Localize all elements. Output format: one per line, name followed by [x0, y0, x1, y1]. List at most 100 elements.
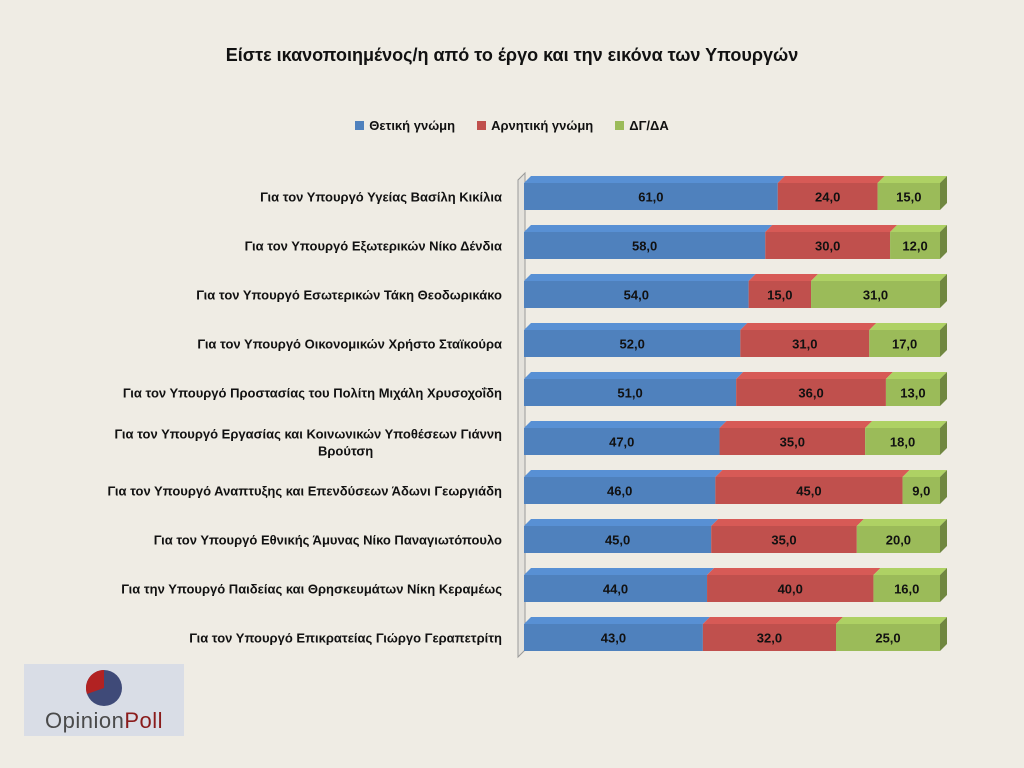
data-label: 35,0	[780, 435, 805, 450]
bar-segment	[524, 526, 712, 553]
data-label: 15,0	[896, 190, 921, 205]
bar-segment	[524, 428, 720, 455]
bar-segment	[524, 477, 716, 504]
data-label: 24,0	[815, 190, 840, 205]
bar-top-2	[836, 617, 947, 624]
logo-text-opinion: Opinion	[44, 708, 125, 733]
data-label: 13,0	[900, 386, 925, 401]
bar-segment	[715, 477, 903, 504]
bar-top-1	[736, 372, 893, 379]
bar-side	[940, 225, 947, 259]
bar-top-2	[885, 372, 947, 379]
legend: Θετική γνώμη Αρνητική γνώμη ΔΓ/ΔΑ	[0, 118, 1024, 133]
bar-segment	[524, 379, 737, 406]
bar-top-2	[869, 323, 947, 330]
data-label: 45,0	[605, 533, 630, 548]
data-label: 45,0	[796, 484, 821, 499]
category-label: Για τον Υπουργό Εσωτερικών Τάκη Θεοδωρικ…	[196, 288, 502, 303]
bar-top-1	[715, 470, 910, 477]
data-label: 43,0	[601, 631, 626, 646]
data-label: 40,0	[778, 582, 803, 597]
logo-text-poll: Poll	[124, 708, 164, 733]
data-label: 32,0	[757, 631, 782, 646]
category-label: Για την Υπουργό Παιδείας και Θρησκευμάτω…	[121, 582, 502, 597]
bar-segment	[524, 183, 778, 210]
bar-top-2	[877, 176, 947, 183]
bar-segment	[869, 330, 940, 357]
opinionpoll-logo: OpinionPoll	[24, 664, 184, 736]
category-label: Για τον Υπουργό Επικρατείας Γιώργο Γεραπ…	[189, 631, 502, 646]
logo-emblem-icon	[85, 670, 122, 706]
legend-item-positive: Θετική γνώμη	[355, 118, 455, 133]
bar-segment	[524, 281, 749, 308]
bar-side	[940, 274, 947, 308]
bar-segment	[707, 575, 874, 602]
bar-segment	[740, 330, 870, 357]
bar-top-2	[873, 568, 947, 575]
bar-top-1	[740, 323, 877, 330]
data-label: 31,0	[792, 337, 817, 352]
bar-segment	[811, 281, 940, 308]
bar-top-1	[711, 519, 864, 526]
bar-side	[940, 470, 947, 504]
category-label: Για τον Υπουργό Αναπτυξης και Επενδύσεων…	[107, 484, 502, 499]
data-label: 44,0	[603, 582, 628, 597]
legend-swatch-negative	[477, 121, 487, 130]
category-label: Για τον Υπουργό Εργασίας και Κοινωνικών …	[114, 427, 502, 459]
data-label: 54,0	[624, 288, 649, 303]
bar-side	[940, 421, 947, 455]
bar-top-1	[777, 176, 885, 183]
data-label: 16,0	[894, 582, 919, 597]
data-label: 9,0	[912, 484, 930, 499]
bar-top-0	[524, 274, 756, 281]
legend-swatch-positive	[355, 121, 365, 130]
bar-top-0	[524, 421, 727, 428]
data-label: 12,0	[902, 239, 927, 254]
bar-top-0	[524, 519, 719, 526]
data-label: 30,0	[815, 239, 840, 254]
legend-label-dkna: ΔΓ/ΔΑ	[629, 118, 669, 133]
bar-segment	[777, 183, 878, 210]
data-label: 17,0	[892, 337, 917, 352]
data-label: 52,0	[620, 337, 645, 352]
bar-top-2	[865, 421, 947, 428]
bar-top-1	[702, 617, 843, 624]
bar-segment	[748, 281, 812, 308]
data-label: 46,0	[607, 484, 632, 499]
data-label: 15,0	[767, 288, 792, 303]
bar-top-2	[902, 470, 947, 477]
bar-top-1	[719, 421, 873, 428]
axis-wall	[517, 171, 526, 659]
bar-top-0	[524, 176, 785, 183]
bar-top-0	[524, 470, 723, 477]
data-label: 47,0	[609, 435, 634, 450]
bar-segment	[765, 232, 891, 259]
bar-segment	[865, 428, 940, 455]
data-label: 61,0	[638, 190, 663, 205]
category-label: Για τον Υπουργό Προστασίας του Πολίτη Μι…	[123, 386, 502, 401]
bar-segment	[836, 624, 940, 651]
bar-segment	[702, 624, 836, 651]
bar-side	[940, 323, 947, 357]
bar-segment	[524, 575, 708, 602]
data-label: 18,0	[890, 435, 915, 450]
data-label: 36,0	[798, 386, 823, 401]
bar-segment	[524, 330, 741, 357]
bar-top-1	[707, 568, 881, 575]
category-label: Για τον Υπουργό Εθνικής Άμυνας Νίκο Πανα…	[154, 533, 502, 548]
bar-segment	[719, 428, 866, 455]
legend-label-negative: Αρνητική γνώμη	[491, 118, 594, 133]
bar-segment	[890, 232, 940, 259]
data-label: 31,0	[863, 288, 888, 303]
bar-segment	[711, 526, 857, 553]
bar-segment	[873, 575, 940, 602]
bar-segment	[524, 624, 703, 651]
bar-segment	[856, 526, 940, 553]
bar-segment	[902, 477, 940, 504]
category-label: Για τον Υπουργό Υγείας Βασίλη Κικίλια	[260, 190, 502, 205]
logo-text: OpinionPoll	[24, 708, 184, 734]
bar-segment	[885, 379, 940, 406]
bar-top-2	[811, 274, 947, 281]
bar-top-1	[765, 225, 898, 232]
